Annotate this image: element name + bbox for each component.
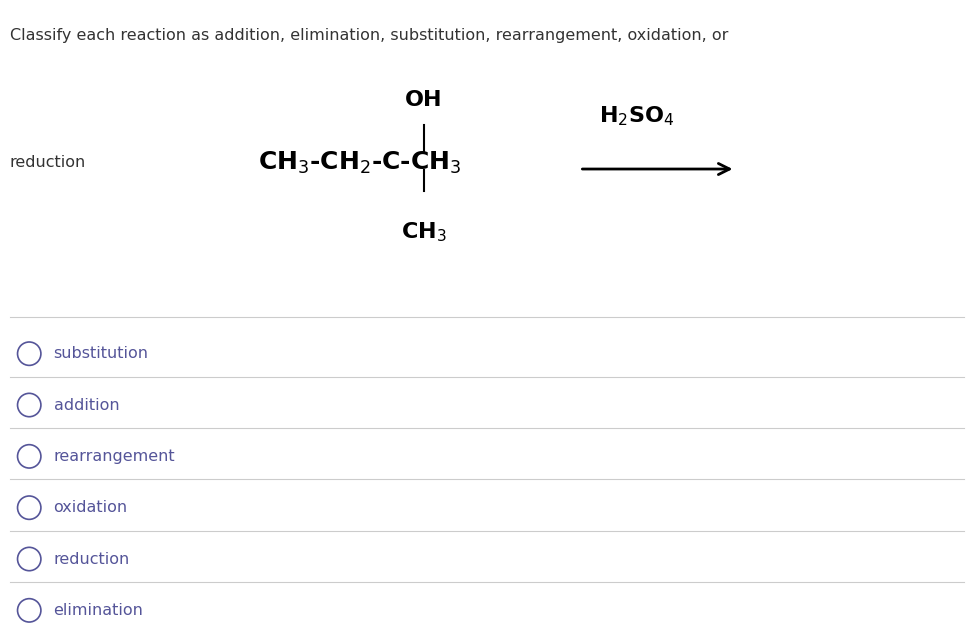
- Text: elimination: elimination: [54, 603, 143, 618]
- Text: CH$_3$-CH$_2$-C-CH$_3$: CH$_3$-CH$_2$-C-CH$_3$: [258, 150, 462, 176]
- Text: reduction: reduction: [54, 552, 130, 567]
- Text: OH: OH: [405, 90, 442, 110]
- Text: rearrangement: rearrangement: [54, 449, 175, 464]
- Text: reduction: reduction: [10, 155, 86, 170]
- Text: addition: addition: [54, 398, 119, 413]
- Text: Classify each reaction as addition, elimination, substitution, rearrangement, ox: Classify each reaction as addition, elim…: [10, 28, 729, 43]
- Text: substitution: substitution: [54, 346, 149, 361]
- Text: oxidation: oxidation: [54, 500, 128, 515]
- Text: H$_2$SO$_4$: H$_2$SO$_4$: [599, 105, 674, 128]
- Text: CH$_3$: CH$_3$: [401, 220, 446, 244]
